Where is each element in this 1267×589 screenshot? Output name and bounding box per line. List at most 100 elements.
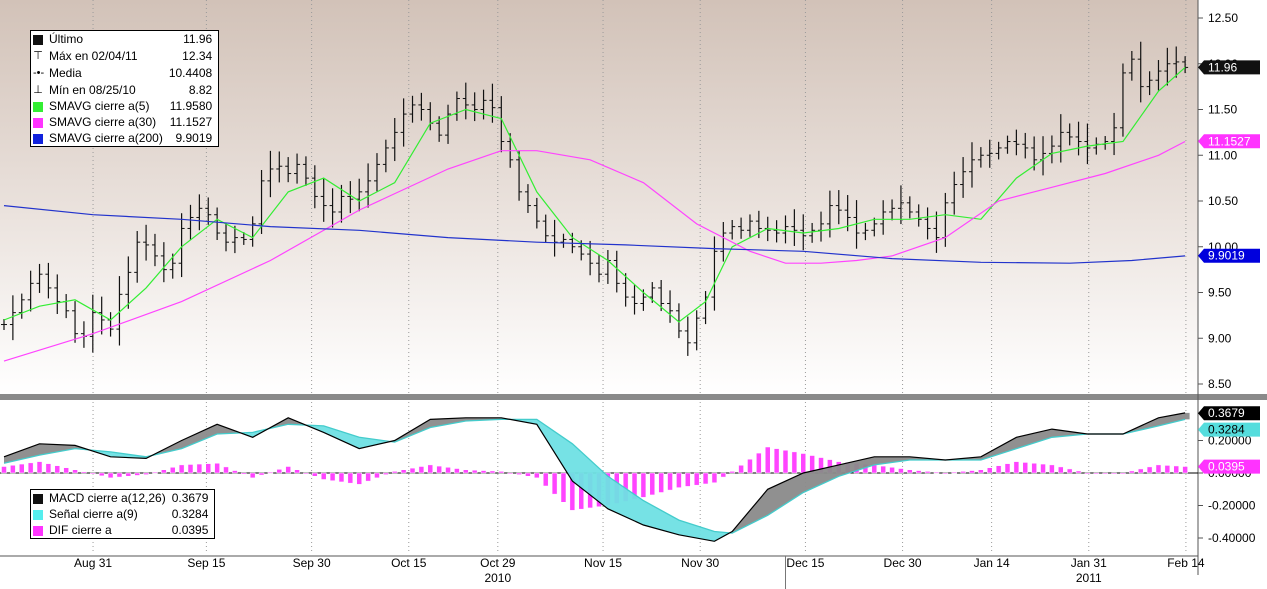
price-y-tick-label: 12.50 <box>1208 11 1238 25</box>
x-tick-label: Nov 15 <box>584 556 622 570</box>
dif-bar <box>471 469 478 474</box>
dif-bar <box>303 472 309 475</box>
panel-divider <box>0 394 1267 400</box>
legend-row-min: ⊥ Mín en 08/25/10 8.82 <box>31 81 218 98</box>
dif-bar <box>764 446 771 474</box>
dif-bar <box>880 465 886 474</box>
dif-bar <box>702 472 709 485</box>
macd-value-tag <box>1198 422 1260 437</box>
legend-label: Mín en 08/25/10 <box>49 82 136 97</box>
dif-bar <box>747 458 753 474</box>
dif-bar <box>356 472 362 485</box>
dif-bar <box>1058 466 1064 474</box>
x-tick-label: Nov 30 <box>681 556 719 570</box>
dif-bar <box>276 469 283 474</box>
dif-bar <box>223 466 229 474</box>
dif-bar <box>685 472 691 487</box>
dif-bar <box>1040 463 1046 474</box>
dif-bar <box>915 470 922 474</box>
dif-bar <box>542 472 549 487</box>
dif-bar <box>969 470 975 474</box>
x-tick-label: Jan 14 <box>974 556 1010 570</box>
x-tick-label: Dec 15 <box>786 556 824 570</box>
x-tick-label: Feb 14 <box>1167 556 1205 570</box>
dif-bar <box>667 472 673 491</box>
dif-bar <box>907 469 913 474</box>
legend-row-max: ⊤ Máx en 02/04/11 12.34 <box>31 47 218 64</box>
price-y-tick-label: 9.50 <box>1208 286 1232 300</box>
ohlc-bars <box>1 41 1189 356</box>
legend-value: 11.1527 <box>169 115 213 129</box>
legend-value: 0.0395 <box>171 523 209 537</box>
blue-square-icon <box>33 133 43 144</box>
dif-bar <box>391 471 398 474</box>
x-tick-label: Sep 15 <box>187 556 225 570</box>
macd-fill-segment <box>310 425 386 449</box>
dif-bar <box>1049 464 1055 474</box>
legend-row-mean: -•- Media 10.4408 <box>31 64 218 81</box>
legend-value: 0.3679 <box>171 491 209 505</box>
dif-bar <box>19 463 25 474</box>
dif-bar <box>800 453 807 474</box>
dif-bar <box>436 465 442 474</box>
max-marker-icon: ⊤ <box>33 50 43 62</box>
dif-bar <box>525 472 531 477</box>
price-y-tick-label: 8.50 <box>1208 377 1232 391</box>
legend-label: MACD cierre a(12,26) <box>49 491 166 505</box>
dif-bar <box>107 472 114 479</box>
green-square-icon <box>33 101 43 112</box>
macd-fill-segment <box>155 424 240 455</box>
dif-bar <box>1031 463 1037 474</box>
macd-value-tag-text: 0.0395 <box>1208 460 1245 474</box>
dif-bar <box>267 471 274 474</box>
dif-bar <box>480 470 487 474</box>
price-value-tag <box>1198 134 1260 149</box>
macd-value-tag <box>1198 459 1260 474</box>
price-value-tag-text: 11.96 <box>1208 60 1237 74</box>
dif-bar <box>10 465 16 474</box>
legend-value: 9.9019 <box>175 131 213 145</box>
legend-label: Último <box>49 32 84 46</box>
dif-bar <box>791 451 798 474</box>
legend-value: 11.96 <box>183 32 213 46</box>
dif-bar <box>1102 472 1108 475</box>
dif-bar <box>1182 466 1188 474</box>
dif-bar <box>1137 468 1144 474</box>
ma-line-1 <box>3 140 1186 362</box>
dif-bar <box>169 467 176 474</box>
legend-row-sma5: SMAVG cierre a(5) 11.9580 <box>31 98 218 114</box>
dif-bar <box>1111 472 1117 475</box>
price-y-tick-label: 10.50 <box>1208 194 1238 208</box>
dif-bar <box>658 472 664 493</box>
dif-bar <box>365 472 371 482</box>
dif-bar <box>54 465 61 474</box>
macd-fill-segment <box>243 429 266 438</box>
dif-bar <box>338 472 345 483</box>
magenta-square-icon <box>33 117 43 128</box>
macd-line <box>3 412 1186 542</box>
price-value-tag-text: 9.9019 <box>1208 249 1245 263</box>
dif-bar <box>116 472 123 478</box>
dif-bar <box>463 469 469 474</box>
dif-bar <box>1093 472 1100 475</box>
dif-bar <box>347 472 354 484</box>
dif-bar <box>383 472 389 475</box>
dif-bar <box>1013 461 1020 474</box>
dif-bar <box>427 464 434 474</box>
signal-line <box>3 418 1186 534</box>
dif-bar <box>418 466 425 474</box>
dif-bar <box>951 471 957 474</box>
dif-bar <box>1075 470 1082 474</box>
cyan-square-icon <box>33 509 43 520</box>
legend-row-macd: MACD cierre a(12,26) 0.3679 <box>31 490 214 506</box>
legend-row-signal: Señal cierre a(9) 0.3284 <box>31 506 214 522</box>
dif-bar <box>214 463 220 474</box>
dif-bar <box>560 472 567 503</box>
dif-bar <box>534 472 540 479</box>
dif-bar <box>720 472 727 478</box>
dif-bar <box>27 462 34 474</box>
dif-bar <box>63 467 69 474</box>
dif-bar <box>507 472 513 475</box>
dif-bar <box>711 472 718 483</box>
dif-bar <box>400 469 407 474</box>
